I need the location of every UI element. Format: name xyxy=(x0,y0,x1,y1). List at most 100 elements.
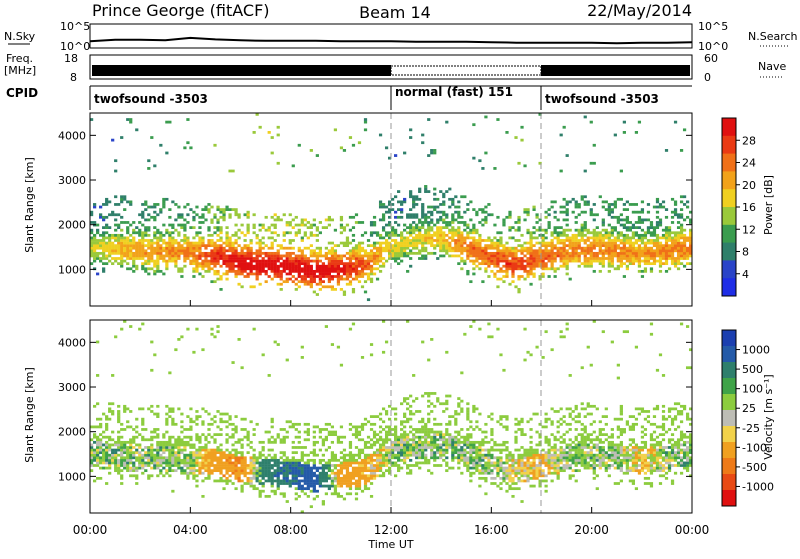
power-cell xyxy=(382,213,385,216)
power-cell xyxy=(569,239,572,242)
velocity-cell xyxy=(283,469,286,472)
power-cell xyxy=(436,219,439,222)
velocity-cell xyxy=(247,436,250,439)
power-cell xyxy=(352,288,355,291)
power-cell xyxy=(192,260,195,263)
power-cell xyxy=(505,242,508,245)
velocity-cell xyxy=(216,410,219,413)
power-cell xyxy=(493,242,496,245)
power-cell xyxy=(490,262,493,265)
velocity-cell xyxy=(225,438,228,441)
power-cell xyxy=(225,270,228,273)
power-cell xyxy=(186,203,189,206)
power-cell xyxy=(195,257,198,260)
power-cell xyxy=(174,257,177,260)
velocity-cell xyxy=(189,459,192,462)
velocity-cell xyxy=(222,451,225,454)
power-cell xyxy=(656,237,659,240)
power-cell xyxy=(213,262,216,265)
power-cell xyxy=(385,247,388,250)
power-cell xyxy=(283,247,286,250)
power-cell xyxy=(608,231,611,234)
power-cell xyxy=(141,237,144,240)
power-cell xyxy=(177,213,180,216)
velocity-cell xyxy=(358,426,361,429)
power-cell xyxy=(532,273,535,276)
power-cell xyxy=(683,255,686,258)
velocity-cell xyxy=(192,477,195,480)
power-cell xyxy=(346,242,349,245)
velocity-cell xyxy=(409,444,412,447)
velocity-cell xyxy=(382,428,385,431)
velocity-cell xyxy=(207,454,210,457)
power-cell xyxy=(508,265,511,268)
power-cell xyxy=(192,219,195,222)
velocity-cell xyxy=(394,438,397,441)
velocity-cell xyxy=(150,369,153,372)
power-cell xyxy=(454,206,457,209)
power-cell xyxy=(334,252,337,255)
velocity-cell xyxy=(445,438,448,441)
power-cell xyxy=(496,265,499,268)
velocity-cell xyxy=(415,456,418,459)
noise-panel: N.Sky 10^5 10^0 10^5 10^0 N.Search xyxy=(4,20,798,53)
power-cell xyxy=(247,265,250,268)
power-cell xyxy=(596,252,599,255)
power-cell xyxy=(409,213,412,216)
power-cell xyxy=(105,255,108,258)
power-cell xyxy=(626,247,629,250)
power-cell xyxy=(253,213,256,216)
velocity-cell xyxy=(237,472,240,475)
velocity-cell xyxy=(442,433,445,436)
power-cell xyxy=(156,252,159,255)
power-cell xyxy=(262,224,265,227)
power-cell xyxy=(331,255,334,258)
power-cell xyxy=(542,244,545,247)
velocity-cell xyxy=(289,464,292,467)
velocity-cell xyxy=(183,456,186,459)
power-cell xyxy=(262,237,265,240)
power-cell xyxy=(505,262,508,265)
velocity-cell xyxy=(171,407,174,410)
velocity-cell xyxy=(343,480,346,483)
power-cell xyxy=(632,237,635,240)
power-cell xyxy=(379,257,382,260)
power-cell xyxy=(548,249,551,252)
velocity-cell xyxy=(355,462,358,465)
power-cell xyxy=(225,242,228,245)
power-cell xyxy=(677,237,680,240)
velocity-cell xyxy=(204,438,207,441)
power-cell xyxy=(123,255,126,258)
power-cell xyxy=(183,265,186,268)
power-cell xyxy=(298,275,301,278)
velocity-cell xyxy=(189,438,192,441)
velocity-cell xyxy=(310,472,313,475)
velocity-cell xyxy=(189,407,192,410)
power-cell xyxy=(451,213,454,216)
power-cell xyxy=(256,249,259,252)
power-cell xyxy=(283,280,286,283)
velocity-cell xyxy=(117,459,120,462)
power-cell xyxy=(584,203,587,206)
velocity-cell xyxy=(204,451,207,454)
power-cell xyxy=(138,249,141,252)
power-cell xyxy=(430,213,433,216)
velocity-cell xyxy=(237,467,240,470)
power-cell xyxy=(150,252,153,255)
velocity-cell xyxy=(253,428,256,431)
power-cell xyxy=(99,239,102,242)
power-cell xyxy=(394,195,397,198)
velocity-cell xyxy=(397,436,400,439)
velocity-cell xyxy=(343,456,346,459)
power-cell xyxy=(397,257,400,260)
velocity-cell xyxy=(192,474,195,477)
velocity-cell xyxy=(225,456,228,459)
power-cell xyxy=(322,280,325,283)
power-cell xyxy=(433,224,436,227)
velocity-cell xyxy=(298,474,301,477)
velocity-cell xyxy=(283,428,286,431)
power-cell xyxy=(271,252,274,255)
power-cell xyxy=(174,260,177,263)
velocity-cell xyxy=(355,480,358,483)
